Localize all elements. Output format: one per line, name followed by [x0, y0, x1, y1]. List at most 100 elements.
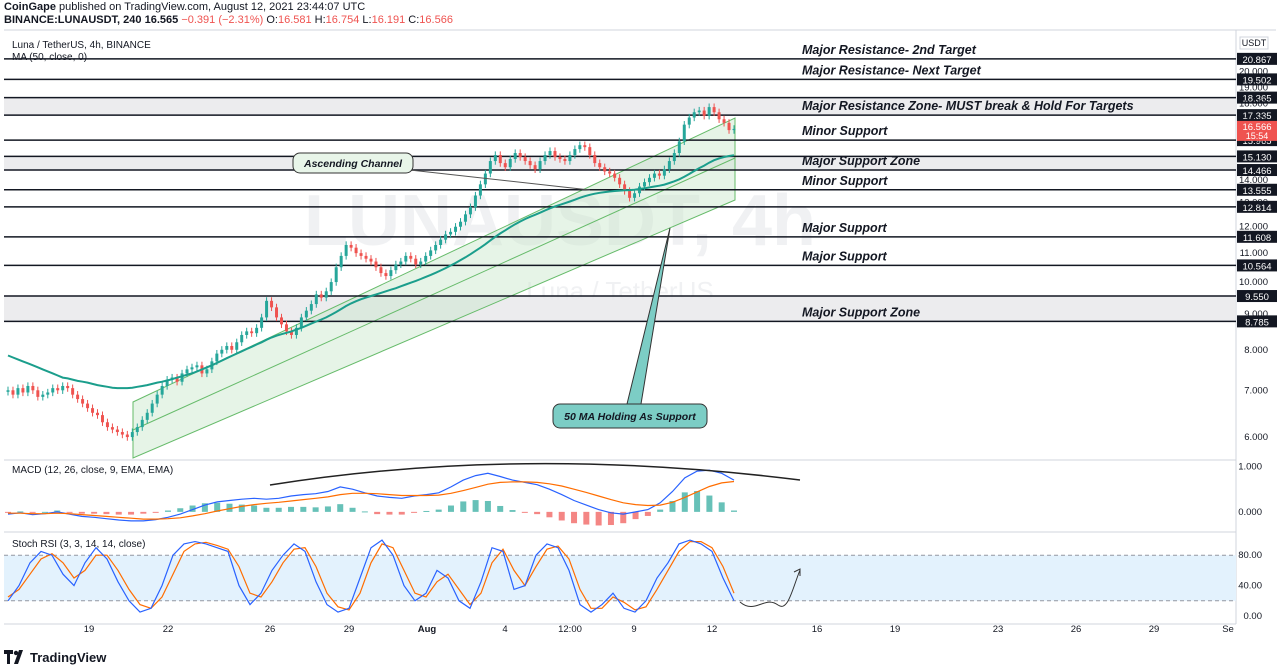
candle-body: [414, 258, 418, 265]
candle: [608, 167, 612, 178]
candle-body: [687, 117, 691, 125]
macd-hist-bar: [460, 501, 467, 512]
publisher-name[interactable]: CoinGape: [4, 1, 56, 13]
candle-body: [434, 244, 438, 251]
close-value: 16.566: [419, 14, 453, 26]
candle: [732, 125, 736, 134]
macd-hist-bar: [189, 505, 196, 512]
candle-body: [6, 390, 10, 392]
candle: [125, 430, 129, 441]
candle: [473, 191, 477, 211]
stoch-k-line: [7, 539, 735, 613]
candle: [110, 423, 114, 434]
price-axis-tick: 13.000: [1239, 197, 1268, 208]
candle-body: [105, 422, 109, 428]
candle: [91, 404, 95, 417]
candle-body: [613, 173, 617, 178]
stoch-title: Stoch RSI (3, 3, 14, 14, close): [12, 539, 145, 550]
price-axis-tick: 12.000: [1239, 222, 1268, 233]
candle-body: [707, 107, 711, 116]
candle-body: [578, 145, 582, 150]
candle-body: [473, 195, 477, 208]
tradingview-brand[interactable]: TradingView: [30, 649, 107, 665]
macd-histogram: [5, 491, 737, 526]
candle: [250, 327, 254, 337]
level-tag-bg: [1237, 200, 1277, 213]
candle: [31, 382, 35, 394]
support-resistance-zone: [4, 156, 1236, 171]
candle-body: [76, 394, 80, 400]
candle-body: [538, 161, 542, 170]
candle: [483, 169, 487, 188]
candle-body: [444, 234, 448, 240]
currency-box: [1239, 36, 1269, 50]
candle: [76, 391, 80, 403]
candle-body: [324, 291, 328, 298]
macd-hist-bar: [91, 511, 98, 514]
level-tag-bg: [1237, 183, 1277, 196]
macd-hist-bar: [214, 502, 221, 512]
candle-body: [270, 300, 274, 308]
candle: [588, 143, 592, 159]
candle-body: [314, 294, 318, 305]
level-price-tag: 20.867: [1237, 52, 1277, 66]
candle: [414, 255, 418, 269]
candle: [130, 428, 134, 441]
macd-hist-bar: [411, 511, 418, 513]
candle: [404, 252, 408, 266]
candle: [36, 386, 40, 401]
candle-body: [503, 163, 507, 168]
candle-body: [404, 255, 408, 262]
candle: [334, 263, 338, 286]
macd-hist-bar: [324, 506, 331, 512]
level-tag-bg: [1237, 109, 1277, 122]
candle: [71, 384, 75, 399]
candle: [150, 399, 154, 417]
candle: [240, 331, 244, 346]
last-price-text: 16.566: [1242, 122, 1271, 133]
level-tag-text: 13.555: [1242, 186, 1271, 197]
candle: [707, 103, 711, 120]
level-price-tag: 8.785: [1237, 315, 1277, 328]
macd-hist-bar: [509, 510, 516, 512]
macd-hist-bar: [632, 511, 639, 520]
price-axis-tick: 9.000: [1244, 309, 1268, 320]
candle-body: [130, 432, 134, 438]
candle: [51, 384, 55, 397]
publish-line: CoinGape published on TradingView.com, A…: [4, 1, 365, 14]
candle: [508, 155, 512, 171]
level-label: Major Resistance- 2nd Target: [802, 43, 977, 57]
macd-hist-bar: [54, 510, 61, 512]
macd-hist-bar: [300, 506, 307, 512]
candle-body: [643, 182, 646, 187]
level-tag-bg: [1237, 164, 1277, 177]
candle: [493, 151, 497, 165]
candle: [81, 395, 85, 408]
candle-body: [558, 157, 562, 160]
ascending-channel-callout: Ascending Channel: [292, 152, 591, 191]
candle: [682, 121, 686, 146]
candle-body: [215, 353, 219, 362]
level-price-tag: 19.502: [1237, 73, 1277, 86]
candle: [568, 151, 572, 165]
candle-body: [593, 155, 597, 164]
time-axis-tick: 4: [502, 624, 507, 635]
candle: [319, 290, 323, 302]
candle: [573, 145, 577, 159]
candle-body: [563, 159, 567, 162]
candle-body: [260, 317, 264, 328]
macd-hist-bar: [361, 511, 368, 513]
level-price-tag: 12.814: [1237, 200, 1277, 214]
macd-hist-bar: [669, 500, 676, 512]
candle: [613, 169, 617, 182]
candle: [553, 147, 557, 161]
candle-body: [697, 110, 701, 113]
candle-body: [732, 128, 736, 131]
candle-body: [150, 403, 154, 413]
level-label: Major Resistance Zone- MUST break & Hold…: [802, 99, 1134, 113]
level-price-tag: 15.130: [1237, 150, 1277, 163]
candle: [652, 169, 656, 182]
macd-axis-tick: 1.000: [1238, 462, 1262, 473]
currency-label: USDT: [1242, 38, 1267, 48]
